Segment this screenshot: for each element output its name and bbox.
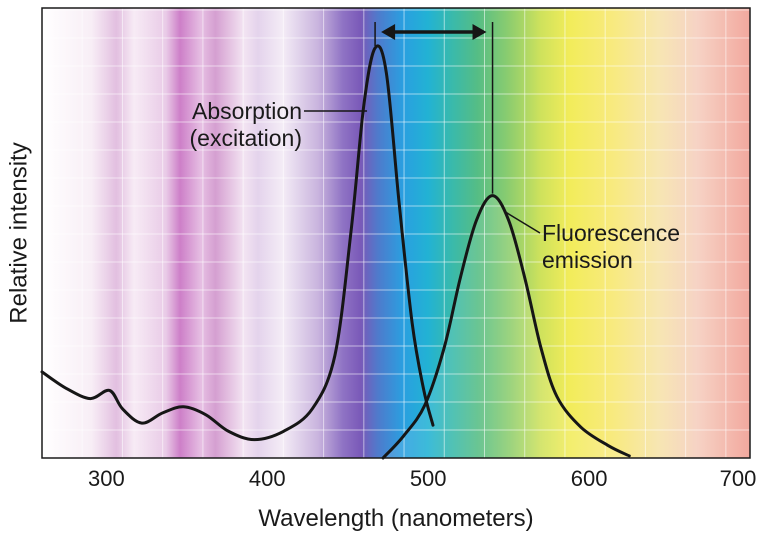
x-axis-label: Wavelength (nanometers) bbox=[258, 505, 534, 532]
absorption-curve bbox=[40, 44, 435, 442]
plot-frame bbox=[41, 7, 751, 459]
stokes-shift-arrowhead-right bbox=[472, 24, 487, 40]
stokes-shift-arrowhead-left bbox=[381, 24, 396, 40]
curves bbox=[40, 44, 631, 460]
x-tick-label: 700 bbox=[719, 466, 757, 491]
x-tick-label: 300 bbox=[88, 466, 125, 491]
fluorescence-annotation-line-1: Fluorescence bbox=[542, 220, 681, 246]
x-tick-label: 600 bbox=[570, 466, 608, 491]
y-axis-label: Relative intensity bbox=[6, 142, 34, 324]
curve-fills bbox=[383, 195, 630, 458]
spectrum-background bbox=[42, 8, 750, 458]
absorption-annotation-line-1: Absorption bbox=[192, 98, 302, 124]
fluorescence-leader-line bbox=[505, 211, 541, 234]
leader-lines bbox=[304, 22, 541, 234]
fluorescence-curve bbox=[381, 194, 631, 460]
x-tick-label: 500 bbox=[409, 466, 447, 491]
fluorescence-curve-area bbox=[383, 195, 630, 458]
fluorescence-annotation-line-2: emission bbox=[542, 247, 633, 273]
grid-lines bbox=[41, 8, 750, 459]
x-tick-label: 400 bbox=[248, 466, 286, 491]
absorption-annotation-line-2: (excitation) bbox=[189, 125, 302, 151]
y-axis-label-wrap: Relative intensity bbox=[2, 8, 38, 458]
fluorescence-annotation: Fluorescence emission bbox=[542, 220, 680, 274]
absorption-annotation: Absorption (excitation) bbox=[150, 98, 302, 152]
